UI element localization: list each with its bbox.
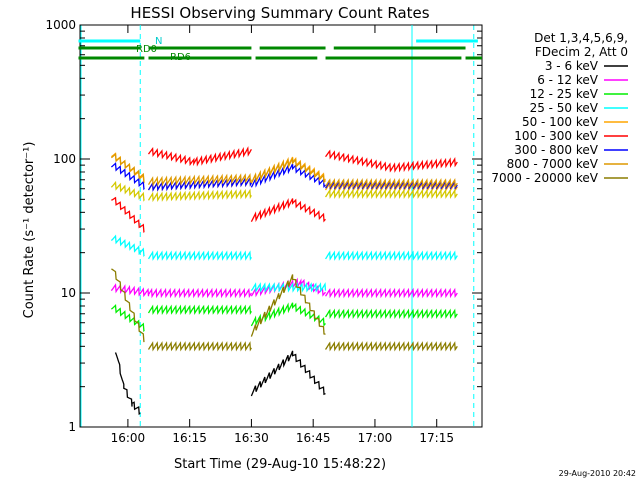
x-tick-label: 16:45 (296, 431, 331, 445)
y-tick-label: 1 (68, 420, 76, 434)
series-line-6 (147, 176, 252, 192)
series-line-8 (147, 341, 252, 352)
series-line-2 (324, 308, 458, 320)
series-line-0 (250, 350, 326, 397)
series-line-50-100-yellow (324, 188, 458, 200)
legend-header-fdecim: FDecim 2, Att 0 (535, 45, 628, 59)
rd6-label: RD6 (170, 52, 191, 63)
rd0-label: RD0 (136, 44, 157, 55)
chart-title: HESSI Observing Summary Count Rates (130, 4, 429, 22)
series-line-3 (250, 282, 327, 293)
series-line-7 (250, 157, 326, 184)
legend-label-0: 3 - 6 keV (545, 59, 599, 73)
series-line-50-100-yellow (110, 180, 145, 202)
legend-label-7: 800 - 7000 keV (507, 157, 599, 171)
axis-layer: 16:00 16:15 16:30 16:45 17:00 17:15 1 10 100 1000 (45, 18, 482, 445)
y-axis-label: Count Rate (s⁻¹ detector⁻¹) (22, 142, 37, 319)
y-tick-label: 1000 (45, 18, 76, 32)
y-tick-label: 10 (61, 286, 76, 300)
plot-frame (79, 24, 483, 428)
legend-label-4: 50 - 100 keV (522, 115, 599, 129)
series-line-7 (147, 172, 252, 187)
series-line-8 (250, 274, 326, 337)
series-line-8 (324, 341, 458, 352)
series-line-3 (147, 250, 252, 261)
series-line-6 (250, 163, 326, 188)
plot-area (79, 24, 483, 428)
x-tick-label: 16:30 (234, 431, 269, 445)
series-line-7 (110, 153, 145, 183)
series-line-5 (111, 196, 145, 233)
y-tick-label: 100 (53, 152, 76, 166)
night-label: N (155, 36, 162, 47)
x-tick-label: 16:00 (111, 431, 146, 445)
x-tick-label: 17:15 (419, 431, 454, 445)
x-tick-label: 17:00 (358, 431, 393, 445)
series-line-6 (110, 161, 145, 191)
series-line-8 (111, 268, 145, 343)
series-line-2 (147, 304, 252, 316)
series-layer (110, 146, 458, 416)
series-line-1 (324, 287, 458, 299)
legend-label-6: 300 - 800 keV (514, 143, 598, 157)
legend-label-8: 7000 - 20000 keV (491, 171, 598, 185)
series-line-50-100-yellow (147, 188, 252, 203)
series-line-7 (324, 177, 458, 189)
x-axis-label: Start Time (29-Aug-10 15:48:22) (174, 457, 386, 472)
series-line-5 (325, 149, 458, 173)
legend-label-2: 12 - 25 keV (530, 87, 599, 101)
legend-label-3: 25 - 50 keV (530, 101, 599, 115)
series-line-1 (110, 283, 252, 299)
legend: Det 1,3,4,5,6,9, FDecim 2, Att 0 3 - 6 k… (491, 31, 628, 185)
footer-timestamp: 29-Aug-2010 20:42 (559, 469, 636, 478)
series-line-4 (324, 181, 458, 193)
series-line-3 (324, 250, 458, 261)
legend-label-1: 6 - 12 keV (537, 73, 599, 87)
series-line-6 (324, 179, 458, 191)
x-tick-label: 16:15 (172, 431, 207, 445)
legend-label-5: 100 - 300 keV (514, 129, 598, 143)
legend-header-detectors: Det 1,3,4,5,6,9, (534, 31, 628, 45)
series-line-5 (147, 146, 252, 167)
series-line-3 (110, 234, 145, 258)
series-line-0 (114, 352, 141, 416)
series-line-5 (250, 198, 326, 223)
